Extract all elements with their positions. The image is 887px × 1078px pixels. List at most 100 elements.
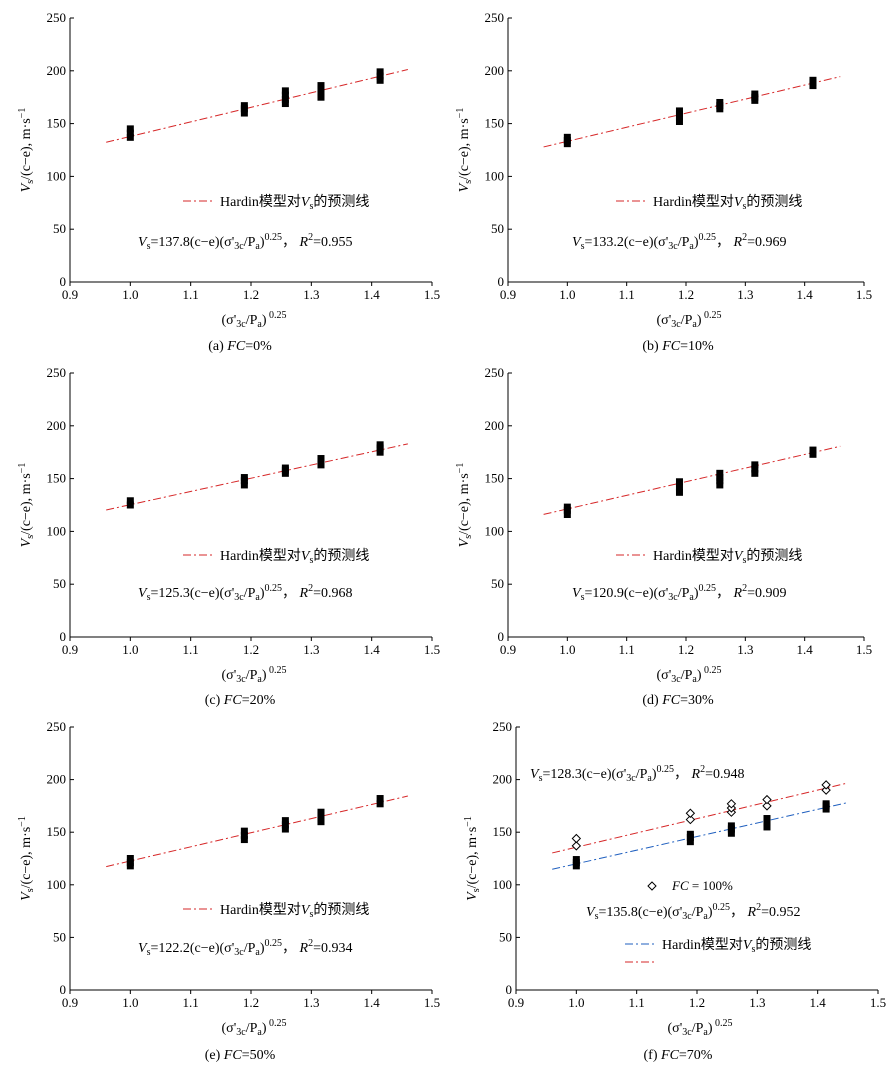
y-tick-label: 250 <box>493 719 513 734</box>
chart-panel-e: 0 50 100 150 200 250 0.9 1.0 1.1 1.2 1.3 1.4 1.5 Vs/(… <box>17 719 440 1063</box>
x-tick-label: 1.2 <box>243 995 259 1010</box>
data-point <box>675 483 683 491</box>
x-axis-label: (σ'3c/Pa) 0.25 <box>668 1018 733 1038</box>
data-point <box>126 497 134 505</box>
data-point <box>126 125 134 133</box>
data-point <box>240 831 248 839</box>
x-tick-label: 1.0 <box>568 995 584 1010</box>
x-tick-label: 0.9 <box>500 642 516 657</box>
x-tick-label: 1.2 <box>689 995 705 1010</box>
x-tick-label: 1.5 <box>856 287 872 302</box>
legend-label: Hardin模型对Vs的预测线 <box>653 548 802 566</box>
y-axis-label: Vs/(c−e), m·s−1 <box>17 463 36 548</box>
y-tick-label: 50 <box>53 221 66 236</box>
data-point <box>126 501 134 509</box>
y-tick-label: 0 <box>498 274 505 289</box>
y-tick-label: 50 <box>53 576 66 591</box>
x-tick-label: 1.1 <box>619 287 635 302</box>
y-tick-label: 0 <box>498 629 505 644</box>
y-tick-label: 200 <box>47 63 67 78</box>
data-point <box>317 808 325 816</box>
equation-label: Vs=120.9(c−e)(σ'3c/Pa)0.25， R2=0.909 <box>572 583 787 603</box>
data-point <box>317 455 325 463</box>
data-point <box>716 469 724 477</box>
y-tick-label: 200 <box>47 772 67 787</box>
panel-caption: (d) FC=30% <box>642 693 714 708</box>
x-tick-label: 1.1 <box>619 642 635 657</box>
data-point <box>376 68 384 76</box>
panel-caption: (b) FC=10% <box>642 339 714 354</box>
x-tick-label: 1.5 <box>856 642 872 657</box>
x-tick-label: 1.5 <box>424 642 440 657</box>
data-point <box>727 829 735 837</box>
y-tick-label: 100 <box>47 168 67 183</box>
y-axis-label: Vs/(c−e), m·s−1 <box>17 108 36 193</box>
data-point <box>240 827 248 835</box>
x-tick-label: 1.4 <box>797 642 814 657</box>
x-tick-label: 1.3 <box>737 642 753 657</box>
x-tick-label: 1.5 <box>424 995 440 1010</box>
data-point-open <box>821 785 831 795</box>
y-tick-label: 150 <box>485 116 505 131</box>
x-tick-label: 1.5 <box>424 287 440 302</box>
data-point <box>563 511 571 519</box>
y-axis-label: Vs/(c−e), m·s−1 <box>17 816 36 901</box>
data-point <box>563 503 571 511</box>
x-tick-label: 0.9 <box>508 995 524 1010</box>
x-tick-label: 1.3 <box>737 287 753 302</box>
data-point-open <box>762 801 772 811</box>
x-tick-label: 1.0 <box>122 995 138 1010</box>
data-point <box>675 488 683 496</box>
y-tick-label: 150 <box>47 471 67 486</box>
data-point <box>126 855 134 862</box>
data-point <box>809 76 817 84</box>
x-tick-label: 1.4 <box>364 642 381 657</box>
fit-line-0 <box>543 445 841 515</box>
data-point <box>763 815 771 823</box>
data-point <box>281 817 289 825</box>
panel-caption: (c) FC=20% <box>205 693 276 708</box>
fit-line-0 <box>106 443 408 511</box>
data-point <box>751 461 759 469</box>
data-point <box>675 117 683 125</box>
x-tick-label: 1.2 <box>243 642 259 657</box>
y-tick-label: 250 <box>47 719 67 734</box>
data-point <box>376 72 384 80</box>
data-point <box>376 441 384 449</box>
data-point-open <box>571 841 582 851</box>
data-point <box>126 859 134 867</box>
data-point <box>809 446 817 454</box>
data-point <box>281 825 289 833</box>
data-point <box>376 800 384 808</box>
x-axis-label: (σ'3c/Pa) 0.25 <box>657 665 722 685</box>
panel-caption: (f) FC=70% <box>644 1048 713 1063</box>
fit-line-0 <box>106 69 408 143</box>
x-tick-label: 1.3 <box>749 995 765 1010</box>
fit-line-0 <box>106 795 408 868</box>
y-tick-label: 0 <box>60 274 67 289</box>
y-tick-label: 50 <box>53 929 66 944</box>
data-point <box>281 95 289 103</box>
data-point-open <box>726 799 737 809</box>
data-point-open <box>821 780 831 790</box>
data-point <box>281 87 289 95</box>
data-point <box>240 474 248 482</box>
y-axis-label: Vs/(c−e), m·s−1 <box>455 108 474 193</box>
data-point <box>240 481 248 489</box>
y-tick-label: 50 <box>491 221 504 236</box>
x-tick-label: 1.3 <box>303 287 319 302</box>
y-tick-label: 50 <box>499 929 512 944</box>
x-tick-label: 1.1 <box>183 995 199 1010</box>
y-tick-label: 150 <box>493 824 513 839</box>
x-tick-label: 1.2 <box>678 642 694 657</box>
y-tick-label: 250 <box>47 10 67 25</box>
x-tick-label: 0.9 <box>62 995 78 1010</box>
x-tick-label: 1.0 <box>122 642 138 657</box>
legend-label: Hardin模型对Vs的预测线 <box>653 194 802 212</box>
data-point <box>716 481 724 489</box>
equation-label: Vs=137.8(c−e)(σ'3c/Pa)0.25， R2=0.955 <box>138 232 353 252</box>
data-point <box>716 474 724 482</box>
data-point <box>751 469 759 477</box>
x-tick-label: 1.1 <box>183 287 199 302</box>
chart-panel-c: 0 50 100 150 200 250 0.9 1.0 1.1 1.2 1.3 1.4 1.5 Vs/(… <box>17 365 440 708</box>
